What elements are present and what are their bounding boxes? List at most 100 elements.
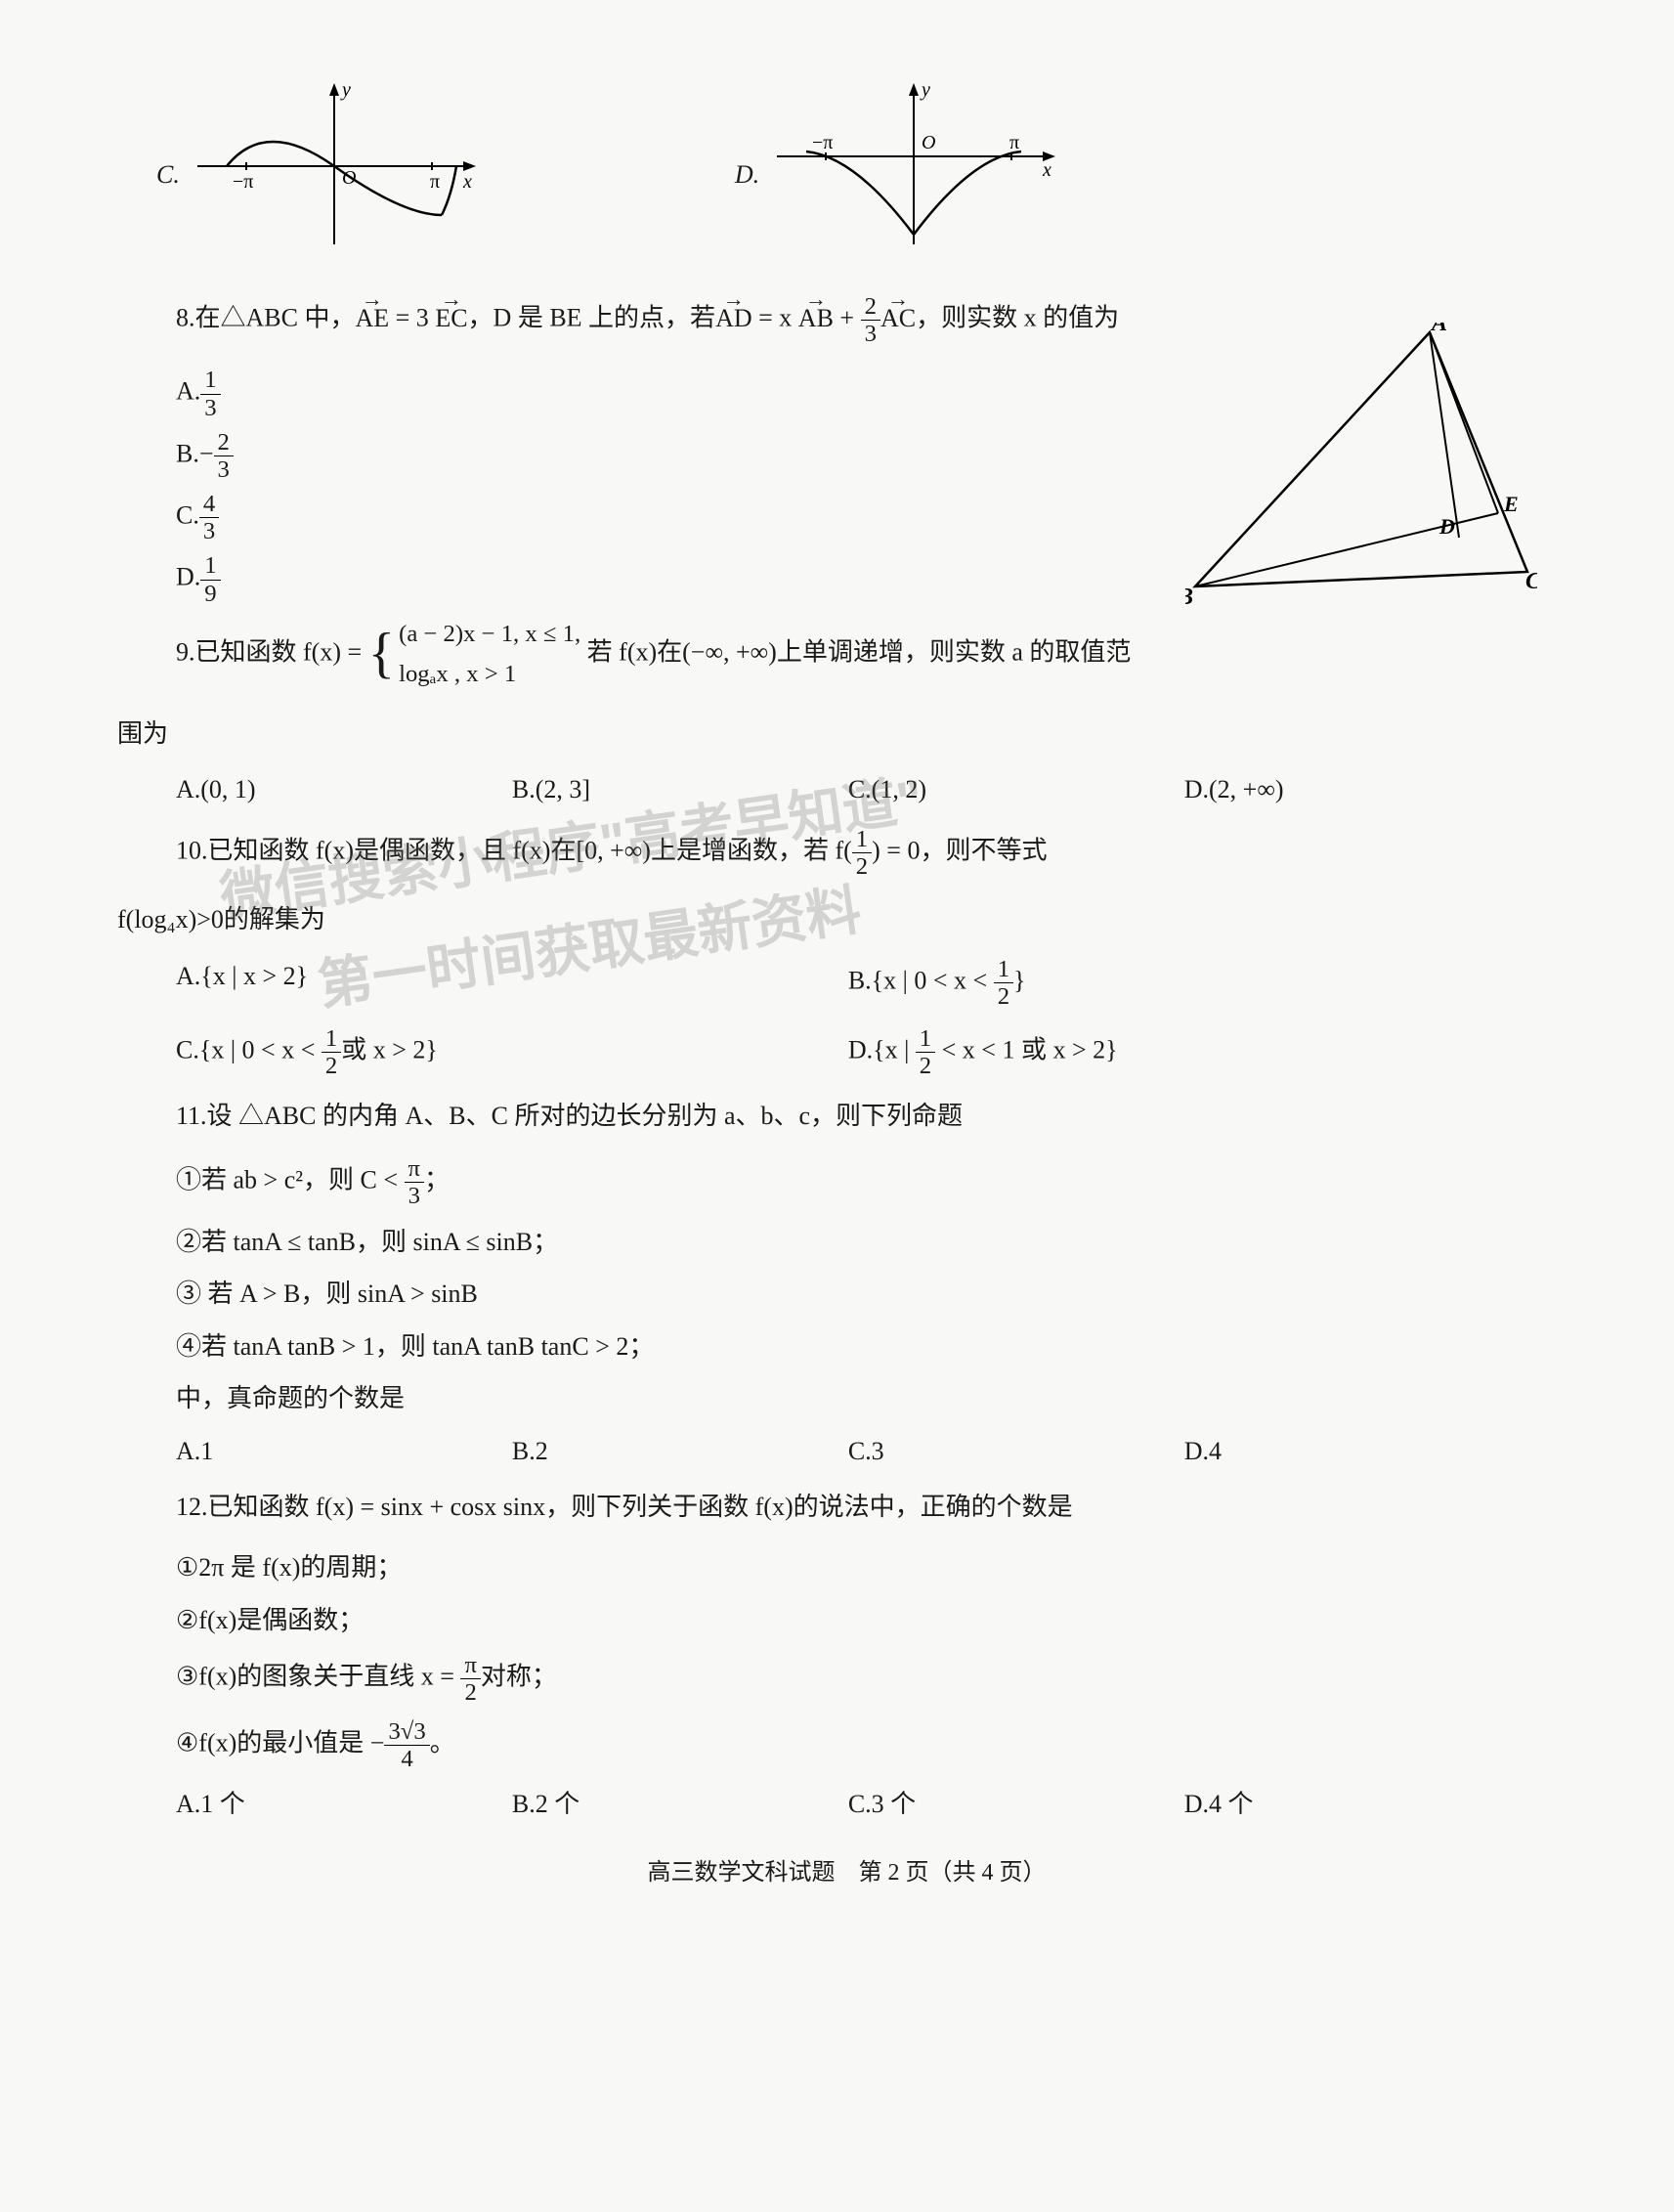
q10-opt-c-frac: 12 — [322, 1025, 341, 1079]
q9-opt-a: A.(0, 1) — [176, 769, 512, 810]
q8-tail: ，则实数 x 的值为 — [916, 304, 1119, 332]
q9-opt-b: B.(2, 3] — [512, 769, 848, 810]
q12-s2: ②f(x)是偶函数； — [176, 1600, 1576, 1641]
q11-opt-a: A.1 — [176, 1431, 512, 1472]
q8-text-1: 8.在△ABC 中， — [176, 304, 355, 332]
q8-opt-d-frac: 19 — [200, 552, 220, 606]
axis-origin-d: O — [922, 132, 935, 153]
axis-x-d: x — [1042, 159, 1052, 181]
q10-options-row1: A.{x | x > 2} B.{x | 0 < x < 12} — [176, 956, 1576, 1010]
q10-opt-b: B.{x | 0 < x < 12} — [848, 956, 1521, 1010]
q9-piece2: logₐx , x > 1 — [399, 655, 580, 694]
graph-option-c: C. −π π O y x — [156, 78, 481, 254]
triangle-figure: A B C D E — [1185, 323, 1537, 606]
axis-x: x — [462, 171, 472, 193]
tri-c: C — [1525, 569, 1537, 594]
graph-d-svg: −π π O y x — [767, 78, 1060, 254]
q9-lead: 9.已知函数 f(x) = — [176, 637, 368, 666]
q10-mid: ) = 0，则不等式 — [872, 837, 1047, 865]
q10-opt-c-lead: C.{x | 0 < x < — [176, 1036, 322, 1064]
q11-options: A.1 B.2 C.3 D.4 — [176, 1431, 1576, 1472]
axis-neg-pi-d: −π — [812, 132, 833, 153]
q10-line2: f(log₄x)>0的解集为 — [117, 899, 1576, 940]
q12-opt-c: C.3 个 — [848, 1784, 1184, 1825]
q8-opt-b-label: B.− — [176, 439, 214, 467]
question-12: 12.已知函数 f(x) = sinx + cosx sinx，则下列关于函数 … — [176, 1487, 1576, 1528]
q8-eq1: = 3 — [389, 304, 435, 332]
q11-s1: ①若 ab > c²，则 C < π3； — [176, 1155, 1576, 1209]
q10-half: 12 — [852, 826, 872, 880]
q12-opt-d: D.4 个 — [1184, 1784, 1521, 1825]
q12-s3: ③f(x)的图象关于直线 x = π2对称； — [176, 1652, 1576, 1706]
vec-ac: AC — [880, 298, 916, 339]
q9-opt-c: C.(1, 2) — [848, 769, 1184, 810]
tri-d: D — [1438, 514, 1455, 539]
q8-mid1: ，D 是 BE 上的点，若 — [468, 304, 716, 332]
page-footer: 高三数学文科试题 第 2 页（共 4 页） — [117, 1854, 1576, 1891]
question-11: 11.设 △ABC 的内角 A、B、C 所对的边长分别为 a、b、c，则下列命题 — [176, 1096, 1576, 1137]
q12-s1: ①2π 是 f(x)的周期； — [176, 1547, 1576, 1588]
q12-s4-tail: 。 — [430, 1728, 455, 1757]
q9-cont: 围为 — [117, 714, 1576, 755]
q9-options: A.(0, 1) B.(2, 3] C.(1, 2) D.(2, +∞) — [176, 769, 1576, 810]
q10-opt-b-tail: } — [1013, 967, 1025, 995]
vec-ec: EC — [435, 298, 467, 339]
q8-opt-a-frac: 13 — [200, 367, 220, 420]
q8-opt-c-frac: 43 — [199, 491, 219, 544]
q10-opt-a: A.{x | x > 2} — [176, 956, 848, 1010]
vec-ab: AB — [798, 298, 834, 339]
q10-opt-c: C.{x | 0 < x < 12或 x > 2} — [176, 1025, 848, 1079]
question-9: 9.已知函数 f(x) = { (a − 2)x − 1, x ≤ 1, log… — [176, 615, 1576, 694]
q12-s4-frac: 3√34 — [384, 1718, 429, 1772]
q8-plus: + — [834, 304, 861, 332]
graph-options-row: C. −π π O y x D. −π π O — [156, 78, 1576, 254]
q10-lead: 10.已知函数 f(x)是偶函数，且 f(x)在[0, +∞)上是增函数，若 f… — [176, 837, 852, 865]
graph-option-d: D. −π π O y x — [735, 78, 1060, 254]
tri-a: A — [1430, 323, 1447, 336]
q12-s3-frac: π2 — [460, 1652, 480, 1706]
question-10: 10.已知函数 f(x)是偶函数，且 f(x)在[0, +∞)上是增函数，若 f… — [176, 826, 1576, 880]
q12-s4a: ④f(x)的最小值是 − — [176, 1728, 384, 1757]
q10-options-row2: C.{x | 0 < x < 12或 x > 2} D.{x | 12 < x … — [176, 1025, 1576, 1079]
q12-options: A.1 个 B.2 个 C.3 个 D.4 个 — [176, 1784, 1576, 1825]
q12-s3-tail: 对称； — [481, 1663, 557, 1691]
axis-y: y — [340, 79, 351, 101]
tri-b: B — [1185, 585, 1193, 606]
q12-opt-b: B.2 个 — [512, 1784, 848, 1825]
axis-pi-d: π — [1009, 132, 1019, 153]
q10-opt-b-frac: 12 — [994, 956, 1013, 1010]
q9-piecewise: { (a − 2)x − 1, x ≤ 1, logₐx , x > 1 — [368, 615, 581, 694]
axis-pi: π — [430, 171, 440, 193]
piecewise-body: (a − 2)x − 1, x ≤ 1, logₐx , x > 1 — [399, 615, 580, 694]
q11-opt-b: B.2 — [512, 1431, 848, 1472]
q10-opt-d-lead: D.{x | — [848, 1036, 916, 1064]
vec-ad: AD — [715, 298, 752, 339]
graph-c-svg: −π π O y x — [188, 78, 481, 254]
axis-origin: O — [342, 167, 356, 189]
frac-2-3: 23 — [861, 293, 880, 347]
q11-s4: ④若 tanA tanB > 1，则 tanA tanB tanC > 2； — [176, 1326, 1576, 1367]
q11-s1-tail: ； — [424, 1166, 450, 1194]
q11-opt-d: D.4 — [1184, 1431, 1521, 1472]
q11-opt-c: C.3 — [848, 1431, 1184, 1472]
q11-s1-frac: π3 — [405, 1155, 424, 1209]
q10-opt-d-tail: < x < 1 或 x > 2} — [935, 1036, 1117, 1064]
q9-mid: 若 f(x)在(−∞, +∞)上单调递增，则实数 a 的取值范 — [587, 637, 1132, 666]
q8-eq2: = x — [752, 304, 798, 332]
q10-opt-c-mid: 或 x > 2} — [341, 1036, 438, 1064]
q8-opt-b-frac: 23 — [214, 429, 234, 483]
q12-s4: ④f(x)的最小值是 −3√34。 — [176, 1718, 1576, 1772]
question-8-wrap: 8.在△ABC 中，AE = 3 EC，D 是 BE 上的点，若AD = x A… — [117, 293, 1576, 607]
q11-s2: ②若 tanA ≤ tanB，则 sinA ≤ sinB； — [176, 1222, 1576, 1263]
q11-s1a: ①若 ab > c²，则 C < — [176, 1166, 405, 1194]
q9-opt-d: D.(2, +∞) — [1184, 769, 1521, 810]
q8-opt-a-label: A. — [176, 377, 200, 406]
graph-c-label: C. — [156, 154, 180, 195]
q12-s3a: ③f(x)的图象关于直线 x = — [176, 1663, 460, 1691]
graph-d-label: D. — [735, 154, 759, 195]
vec-ae: AE — [355, 298, 389, 339]
q9-piece1: (a − 2)x − 1, x ≤ 1, — [399, 615, 580, 654]
q8-opt-d-label: D. — [176, 563, 200, 591]
q10-opt-d: D.{x | 12 < x < 1 或 x > 2} — [848, 1025, 1521, 1079]
q10-opt-d-frac: 12 — [916, 1025, 935, 1079]
